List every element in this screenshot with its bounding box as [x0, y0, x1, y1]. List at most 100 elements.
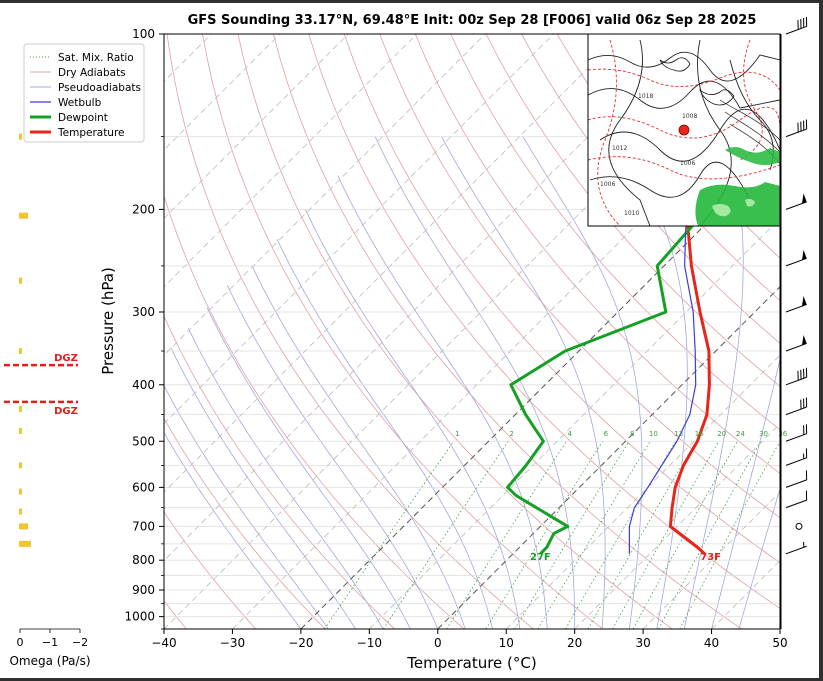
dgz-label: DGZ — [54, 353, 78, 364]
pseudoadiabat — [164, 431, 302, 629]
mixing-ratio-label: 1 — [455, 430, 459, 438]
mixing-ratio-label: 4 — [568, 430, 573, 438]
zero-isotherms — [300, 149, 780, 629]
pseudoadiabat — [276, 239, 493, 629]
dry-adiabat — [164, 511, 257, 629]
pseudoadiabat — [251, 265, 466, 629]
wind-barb-pennant — [801, 335, 807, 346]
pseudoadiabat — [337, 175, 548, 629]
omega-tick-label: 0 — [17, 636, 24, 649]
legend-label-temperature: Temperature — [57, 127, 125, 139]
wind-barb-pennant — [801, 295, 807, 307]
dry-adiabat — [343, 34, 780, 564]
x-tick-label: 40 — [704, 636, 719, 650]
inset-precip-area — [695, 182, 780, 226]
isotherm-line — [164, 34, 418, 288]
isotherm-line — [164, 34, 486, 356]
mixing-ratio-label: 8 — [630, 430, 634, 438]
isotherm-line — [164, 34, 623, 493]
dry-adiabat — [273, 34, 742, 629]
omega-bar — [19, 427, 22, 434]
wind-barb-staff — [785, 303, 807, 313]
chart-title: GFS Sounding 33.17°N, 69.48°E Init: 00z … — [188, 13, 757, 28]
omega-bar — [19, 348, 22, 355]
inset-border — [589, 161, 751, 201]
y-axis-ticks: 100 200 300 400 500 600 700 800 900 1000 — [124, 27, 164, 630]
mixing-ratio-label: 24 — [736, 430, 745, 438]
omega-bar — [19, 405, 22, 412]
legend-label-dewpoint: Dewpoint — [58, 112, 108, 124]
x-tick-label: 0 — [434, 636, 442, 650]
highlighted-isotherm — [300, 149, 780, 629]
isotherm-line — [164, 34, 349, 219]
y-tick-label: 400 — [132, 378, 155, 392]
inset-isobar-label: 1012 — [612, 145, 627, 152]
legend-label-wetbulb: Wetbulb — [58, 97, 102, 109]
mixing-ratio-label: 36 — [778, 430, 787, 438]
pseudoadiabat — [188, 328, 384, 629]
inset-map-frame — [587, 33, 781, 227]
isotherm-line — [164, 34, 281, 151]
inset-thickness-contour — [588, 68, 780, 91]
y-tick-label: 100 — [132, 27, 155, 41]
mixing-ratio-line — [632, 441, 738, 629]
inset-map: 1006 1010 1018 1006 1012 1008 — [587, 33, 781, 227]
dry-adiabat — [202, 34, 604, 629]
x-tick-label: 30 — [635, 636, 650, 650]
mixing-ratio-line — [679, 441, 780, 629]
x-tick-label: −40 — [151, 636, 176, 650]
inset-border — [608, 39, 651, 226]
inset-isobar-label: 1006 — [600, 181, 615, 188]
inset-isobar-label: 1006 — [680, 160, 695, 167]
omega-bar — [19, 277, 22, 284]
inset-isobar-ring — [659, 57, 691, 72]
x-tick-label: 50 — [772, 636, 787, 650]
wind-barb-staff — [785, 25, 807, 35]
isotherm-line — [505, 354, 780, 629]
legend-box — [23, 43, 145, 143]
isotherm-line — [164, 34, 554, 425]
mixing-ratio-label: 30 — [759, 430, 768, 438]
wind-barb-calm — [795, 522, 803, 530]
surface-dewpoint-label: 27F — [530, 552, 551, 563]
highlighted-isotherm — [437, 286, 780, 629]
y-tick-label: 800 — [132, 553, 155, 567]
inset-isobar-label: 1008 — [682, 113, 697, 120]
mixing-ratio-label: 16 — [695, 430, 704, 438]
x-tick-label: 20 — [567, 636, 582, 650]
wind-barb-column — [780, 16, 808, 629]
dry-adiabat — [237, 34, 673, 629]
y-tick-label: 600 — [132, 480, 155, 494]
x-tick-label: −20 — [288, 636, 313, 650]
inset-thickness-contour — [588, 106, 780, 139]
inset-precip-light — [745, 198, 755, 207]
dgz-label: DGZ — [54, 406, 78, 417]
wind-barb-staff — [785, 376, 807, 386]
inset-coastline — [588, 51, 780, 82]
omega-axis-label: Omega (Pa/s) — [9, 654, 90, 668]
isotherm-line — [779, 628, 780, 629]
x-tick-label: 10 — [499, 636, 514, 650]
y-tick-label: 500 — [132, 434, 155, 448]
x-axis-label: Temperature (°C) — [406, 654, 536, 672]
wind-barb-staff — [785, 479, 807, 488]
window-frame-bottom — [0, 678, 823, 681]
inset-map-contents: 1006 1010 1018 1006 1012 1008 — [588, 39, 780, 226]
y-tick-label: 200 — [132, 202, 155, 216]
mixing-ratio-label: 6 — [604, 430, 609, 438]
omega-panel: DGZ DGZ 0 −1 −2 Omega (Pa/s) — [4, 133, 91, 668]
surface-labels: 73F 27F — [530, 552, 721, 563]
legend-label-pseudoadiabats: Pseudoadiabats — [58, 82, 141, 94]
dry-adiabat — [164, 194, 465, 629]
mixing-ratio-line — [485, 441, 603, 629]
dry-adiabat — [414, 34, 780, 474]
inset-isobar-label: 1018 — [638, 93, 653, 100]
wind-barb-staff — [785, 433, 807, 442]
wind-barb-staff — [785, 499, 807, 509]
omega-bar — [19, 523, 28, 530]
surface-temperature-label: 73F — [700, 552, 721, 563]
x-tick-label: −10 — [357, 636, 382, 650]
pseudoadiabat — [164, 384, 329, 629]
dry-adiabat — [450, 34, 780, 431]
